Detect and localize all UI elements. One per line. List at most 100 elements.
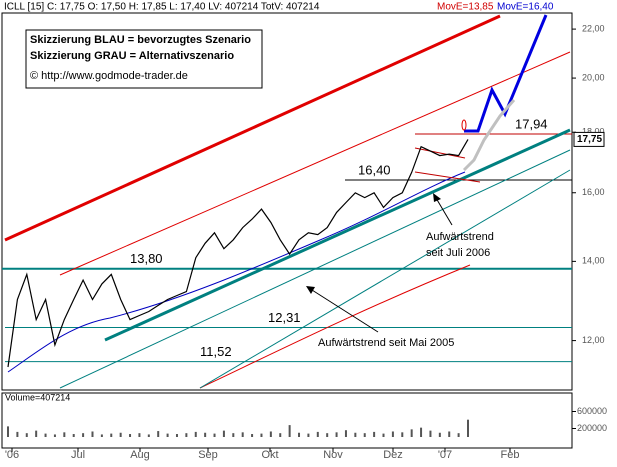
level-label: 16,40 — [358, 162, 391, 177]
volume-bar — [91, 431, 94, 437]
volume-bar — [298, 432, 301, 437]
moving-average — [7, 171, 466, 373]
y-tick-label: 14,00 — [582, 256, 605, 266]
volume-bar — [194, 431, 197, 437]
flag-line — [414, 171, 481, 183]
volume-bar — [251, 434, 254, 437]
volume-bar — [35, 430, 38, 437]
volume-bar — [279, 433, 282, 437]
x-tick-label: Sep — [198, 449, 218, 461]
volume-bar — [147, 434, 150, 437]
scenario-gray — [462, 99, 516, 172]
volume-frame — [1, 392, 573, 449]
volume-bar — [232, 433, 235, 437]
volume-bar — [166, 433, 169, 437]
arrow-head — [306, 286, 315, 294]
level-label: 12,31 — [268, 310, 301, 325]
price-line — [7, 139, 469, 368]
volume-bar — [429, 430, 432, 437]
volume-bar — [185, 433, 188, 437]
volume-bar — [110, 433, 113, 437]
x-tick-label: Nov — [323, 449, 343, 461]
volume-bar — [382, 433, 385, 437]
volume-bar — [448, 431, 451, 437]
volume-bar — [410, 429, 413, 437]
trend-line — [4, 14, 501, 242]
volume-bar — [401, 432, 404, 437]
volume-bar — [307, 433, 310, 437]
legend-text: Skizzierung GRAU = Alternativszenario — [30, 50, 234, 62]
volume-tick-label: 600000 — [577, 406, 607, 416]
volume-bar — [213, 433, 216, 437]
volume-bar — [53, 434, 56, 437]
legend-text: Skizzierung BLAU = bevorzugtes Szenario — [30, 34, 251, 46]
volume-title: Volume=407214 — [5, 392, 70, 402]
volume-bar — [457, 433, 460, 437]
volume-bar — [138, 433, 141, 437]
volume-bar — [157, 431, 160, 437]
volume-bar — [420, 427, 423, 437]
header-mov-red: MovE=13,85 — [437, 2, 494, 13]
moving-average — [199, 264, 471, 389]
arrow — [311, 289, 379, 333]
volume-bar — [204, 432, 207, 437]
level-label: 17,94 — [515, 116, 548, 131]
volume-bar — [260, 433, 263, 437]
trend-line — [59, 51, 571, 276]
flag-line — [414, 147, 466, 159]
header-mov-blue: MovE=16,40 — [497, 2, 554, 13]
last-price-label: 17,75 — [577, 134, 602, 145]
annotation: Aufwärtstrend seit Mai 2005 — [318, 337, 454, 349]
volume-bar — [391, 431, 394, 437]
trend-line — [199, 169, 571, 389]
volume-bar — [316, 431, 319, 437]
volume-bar — [44, 433, 47, 437]
scenario-blue — [464, 14, 548, 133]
volume-bar — [72, 434, 75, 437]
x-tick-label: Feb — [501, 449, 520, 461]
volume-bar — [438, 432, 441, 437]
arrow-head — [433, 193, 441, 202]
volume-bar — [241, 432, 244, 437]
x-tick-label: '06 — [5, 449, 19, 461]
trend-line — [104, 128, 571, 342]
level-label: 13,80 — [130, 251, 163, 266]
x-tick-label: Aug — [130, 449, 150, 461]
x-tick-label: Jul — [71, 449, 85, 461]
volume-bar — [129, 434, 132, 437]
header: ICLL [15] C: 17,75 O: 17,50 H: 17,85 L: … — [4, 2, 320, 13]
legend-text: © http://www.godmode-trader.de — [30, 70, 188, 82]
volume-bar — [222, 430, 225, 437]
volume-bar — [354, 432, 357, 437]
legend-box — [25, 29, 263, 89]
annotation: seit Juli 2006 — [426, 247, 490, 259]
volume-bar — [288, 425, 291, 437]
volume-bar — [7, 426, 9, 437]
volume-bar — [82, 433, 85, 437]
level-label: 11,52 — [200, 344, 232, 359]
volume-tick-label: 200000 — [577, 423, 607, 433]
annotation: Aufwärtstrend — [426, 231, 494, 243]
y-tick-label: 16,00 — [582, 187, 605, 197]
marker — [461, 119, 467, 131]
x-tick-label: '07 — [438, 449, 452, 461]
volume-bar — [16, 431, 19, 437]
x-tick-label: Okt — [261, 449, 278, 461]
plot-frame — [1, 12, 573, 391]
arrow — [435, 197, 453, 226]
volume-bar — [326, 433, 329, 437]
trend-line — [59, 149, 571, 389]
y-tick-label: 12,00 — [582, 335, 605, 345]
volume-bar — [63, 432, 66, 437]
y-tick-label: 20,00 — [582, 72, 605, 82]
volume-bar — [373, 431, 376, 437]
volume-bar — [25, 433, 28, 437]
x-tick-label: Dez — [383, 449, 403, 461]
volume-bar — [100, 434, 103, 437]
volume-bar — [175, 434, 178, 437]
y-tick-label: 18,00 — [582, 127, 605, 137]
volume-bar — [344, 430, 347, 437]
last-price-box — [573, 131, 605, 147]
volume-bar — [467, 419, 469, 437]
